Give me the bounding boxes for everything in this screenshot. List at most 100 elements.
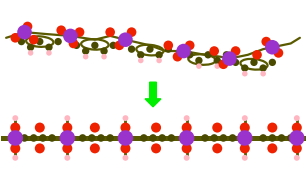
Point — [276, 51, 281, 54]
Point — [227, 57, 232, 60]
Point — [184, 126, 189, 129]
Point — [117, 44, 122, 47]
Point — [99, 136, 103, 139]
Point — [92, 44, 97, 47]
Point — [108, 136, 113, 139]
Point — [221, 63, 226, 66]
Point — [187, 44, 192, 47]
Point — [68, 34, 73, 37]
Point — [77, 31, 82, 34]
Point — [169, 136, 174, 139]
Point — [47, 46, 51, 49]
Point — [59, 29, 64, 32]
Point — [233, 50, 238, 53]
Point — [65, 147, 70, 150]
Point — [206, 53, 211, 56]
Point — [138, 53, 143, 56]
Point — [270, 126, 275, 129]
Point — [138, 59, 143, 62]
Point — [40, 136, 45, 139]
Point — [261, 72, 266, 75]
Point — [89, 136, 94, 139]
Point — [270, 147, 275, 150]
Point — [166, 48, 171, 51]
Point — [242, 136, 247, 139]
Point — [13, 136, 18, 139]
Point — [37, 40, 42, 43]
Point — [175, 55, 180, 58]
Point — [187, 53, 192, 56]
Point — [83, 50, 88, 53]
Point — [196, 59, 201, 62]
Point — [242, 67, 247, 70]
Point — [31, 136, 36, 139]
Point — [123, 126, 128, 129]
Point — [230, 136, 235, 139]
Point — [65, 126, 70, 129]
Point — [215, 126, 220, 129]
Point — [83, 55, 88, 58]
Point — [111, 44, 116, 47]
Point — [65, 136, 70, 139]
Point — [25, 25, 30, 28]
Point — [102, 55, 106, 58]
Point — [215, 59, 220, 62]
Point — [154, 126, 159, 129]
Point — [22, 136, 27, 139]
Point — [108, 31, 113, 34]
Point — [13, 36, 18, 39]
Point — [157, 53, 162, 56]
Point — [294, 126, 299, 129]
Point — [92, 126, 97, 129]
Point — [242, 117, 247, 120]
Point — [123, 117, 128, 120]
Point — [37, 147, 42, 150]
Point — [71, 42, 76, 45]
Point — [242, 126, 247, 129]
Point — [80, 136, 85, 139]
Point — [264, 40, 269, 43]
Point — [212, 136, 217, 139]
Point — [255, 53, 259, 56]
Point — [294, 136, 299, 139]
Point — [270, 46, 275, 49]
Point — [242, 147, 247, 150]
Point — [261, 136, 266, 139]
Point — [92, 147, 97, 150]
Point — [151, 136, 155, 139]
Point — [123, 136, 128, 139]
Point — [123, 156, 128, 159]
Point — [212, 50, 217, 53]
Point — [196, 65, 201, 68]
Point — [294, 117, 299, 120]
Point — [50, 136, 54, 139]
Point — [215, 147, 220, 150]
Point — [203, 136, 207, 139]
Point — [28, 46, 33, 49]
Point — [270, 136, 275, 139]
Point — [184, 147, 189, 150]
Point — [294, 147, 299, 150]
Point — [270, 61, 275, 64]
Point — [261, 67, 266, 70]
Point — [215, 65, 220, 68]
Point — [224, 53, 229, 56]
Point — [279, 136, 284, 139]
Point — [147, 48, 152, 51]
Point — [242, 72, 247, 75]
Point — [294, 156, 299, 159]
Point — [242, 156, 247, 159]
Point — [65, 156, 70, 159]
Point — [47, 51, 51, 54]
Point — [233, 61, 238, 64]
Point — [13, 156, 18, 159]
Point — [288, 136, 293, 139]
Point — [19, 40, 24, 43]
Point — [157, 59, 162, 62]
Point — [141, 136, 146, 139]
Point — [154, 147, 159, 150]
FancyArrow shape — [145, 82, 161, 107]
Point — [13, 126, 18, 129]
Point — [184, 156, 189, 159]
Point — [221, 136, 226, 139]
